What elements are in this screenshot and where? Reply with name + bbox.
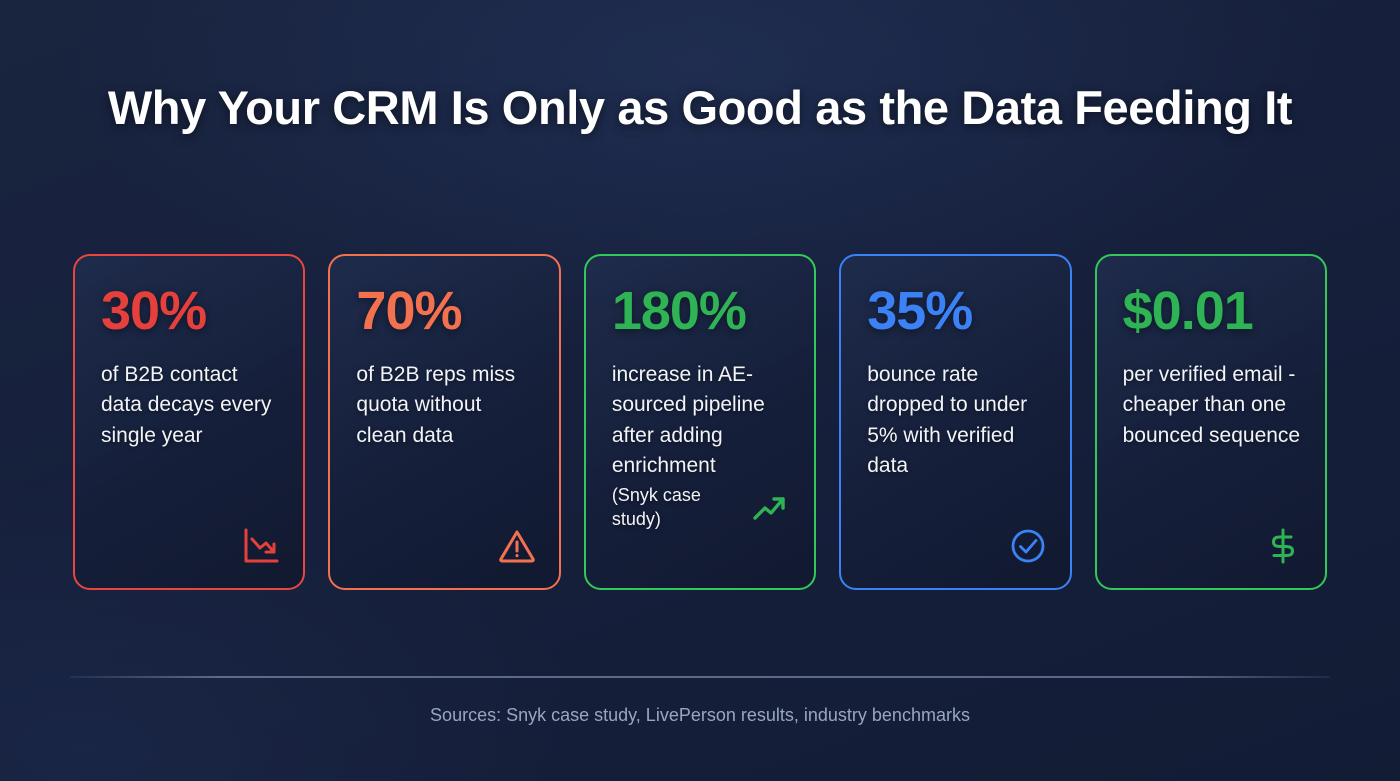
page-title: Why Your CRM Is Only as Good as the Data… [107,81,1293,134]
stat-value: 70% [356,281,462,341]
stat-note: (Snyk case study) [611,484,701,530]
stat-description: of B2B contact data decays every single … [101,363,272,447]
sources-text: Sources: Snyk case study, LivePerson res… [430,705,970,725]
stat-card-5: $0.01 per verified email - cheaper than … [1094,254,1328,590]
stat-card-4: 35% bounce rate dropped to under 5% with… [839,254,1072,590]
stat-value: 35% [867,281,973,341]
chart-down-icon [241,526,281,566]
warning-triangle-icon [497,526,537,566]
stat-card-1: 30% of B2B contact data decays every sin… [73,254,306,590]
stat-description: per verified email - cheaper than one bo… [1122,363,1301,447]
stat-value: 30% [101,281,207,341]
stat-card-3: 180% increase in AE-sourced pipeline aft… [583,254,817,590]
stat-card-2: 70% of B2B reps miss quota without clean… [328,254,561,590]
stat-value: 180% [611,281,747,341]
footer-divider [70,676,1330,678]
dollar-sign-icon [1263,526,1303,566]
stat-description: bounce rate dropped to under 5% with ver… [867,363,1028,478]
stat-value: $0.01 [1122,281,1254,341]
trending-up-icon [750,489,790,529]
stat-description: of B2B reps miss quota without clean dat… [356,363,516,447]
stat-card-row: 30% of B2B contact data decays every sin… [73,254,1328,590]
stat-note-row: (Snyk case study) [612,482,790,532]
stat-description: increase in AE-sourced pipeline after ad… [611,363,765,478]
check-circle-icon [1008,526,1048,566]
